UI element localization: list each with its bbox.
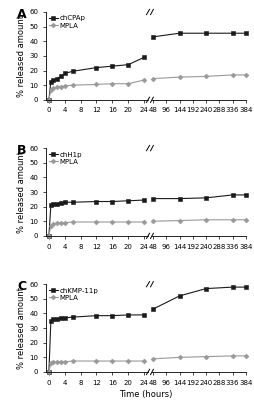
Y-axis label: % released amount: % released amount bbox=[17, 151, 26, 233]
MPLA bbox=[142, 359, 146, 364]
MPLA bbox=[59, 84, 62, 89]
MPLA bbox=[111, 359, 114, 364]
chCPAp bbox=[111, 64, 114, 68]
chKMP-11p bbox=[111, 313, 114, 318]
MPLA bbox=[111, 81, 114, 86]
chKMP-11p bbox=[47, 370, 50, 374]
MPLA bbox=[63, 359, 66, 364]
chH1p bbox=[142, 198, 146, 202]
MPLA bbox=[111, 220, 114, 224]
Y-axis label: % released amount: % released amount bbox=[17, 15, 26, 97]
MPLA bbox=[51, 222, 54, 226]
MPLA bbox=[47, 370, 50, 374]
MPLA bbox=[71, 359, 74, 364]
MPLA bbox=[47, 234, 50, 238]
MPLA bbox=[47, 98, 50, 102]
chKMP-11p bbox=[95, 313, 98, 318]
MPLA bbox=[71, 83, 74, 88]
chH1p bbox=[95, 199, 98, 204]
chCPAp bbox=[49, 79, 52, 84]
MPLA bbox=[142, 220, 146, 224]
MPLA bbox=[49, 223, 52, 228]
chKMP-11p bbox=[142, 312, 146, 317]
Y-axis label: % released amount: % released amount bbox=[17, 287, 26, 369]
Text: C: C bbox=[17, 280, 26, 293]
chKMP-11p bbox=[49, 318, 52, 323]
chKMP-11p bbox=[55, 316, 58, 321]
MPLA bbox=[95, 220, 98, 224]
chKMP-11p bbox=[63, 316, 66, 320]
Legend: chH1p, MPLA: chH1p, MPLA bbox=[49, 152, 82, 165]
MPLA bbox=[51, 86, 54, 90]
MPLA bbox=[51, 360, 54, 365]
MPLA bbox=[71, 220, 74, 224]
MPLA bbox=[49, 87, 52, 92]
chH1p bbox=[71, 200, 74, 205]
chH1p bbox=[47, 234, 50, 238]
Line: MPLA: MPLA bbox=[47, 220, 146, 238]
MPLA bbox=[55, 359, 58, 364]
chH1p bbox=[59, 200, 62, 205]
chH1p bbox=[51, 202, 54, 207]
MPLA bbox=[95, 359, 98, 364]
MPLA bbox=[55, 221, 58, 226]
chCPAp bbox=[55, 76, 58, 81]
chCPAp bbox=[47, 98, 50, 102]
chH1p bbox=[111, 199, 114, 204]
MPLA bbox=[63, 84, 66, 88]
chCPAp bbox=[95, 65, 98, 70]
MPLA bbox=[127, 220, 130, 224]
MPLA bbox=[49, 361, 52, 366]
chH1p bbox=[127, 198, 130, 203]
MPLA bbox=[59, 359, 62, 364]
MPLA bbox=[142, 78, 146, 82]
chKMP-11p bbox=[71, 315, 74, 320]
Legend: chCPAp, MPLA: chCPAp, MPLA bbox=[49, 16, 86, 28]
Line: chKMP-11p: chKMP-11p bbox=[47, 313, 146, 374]
chCPAp bbox=[71, 69, 74, 74]
Line: MPLA: MPLA bbox=[47, 359, 146, 374]
MPLA bbox=[55, 85, 58, 90]
Text: A: A bbox=[17, 8, 27, 21]
Line: MPLA: MPLA bbox=[47, 78, 146, 102]
Line: chCPAp: chCPAp bbox=[47, 56, 146, 102]
chCPAp bbox=[63, 71, 66, 76]
chCPAp bbox=[51, 78, 54, 82]
Legend: chKMP-11p, MPLA: chKMP-11p, MPLA bbox=[49, 288, 98, 301]
chKMP-11p bbox=[59, 316, 62, 320]
MPLA bbox=[63, 220, 66, 225]
Text: B: B bbox=[17, 144, 27, 157]
MPLA bbox=[127, 81, 130, 86]
chH1p bbox=[63, 200, 66, 205]
chKMP-11p bbox=[51, 317, 54, 322]
MPLA bbox=[59, 220, 62, 225]
chH1p bbox=[49, 203, 52, 208]
chKMP-11p bbox=[127, 312, 130, 317]
Line: chH1p: chH1p bbox=[47, 198, 146, 238]
chH1p bbox=[55, 201, 58, 206]
MPLA bbox=[127, 359, 130, 364]
chCPAp bbox=[59, 74, 62, 79]
chCPAp bbox=[142, 55, 146, 60]
Text: Time (hours): Time (hours) bbox=[119, 390, 173, 399]
MPLA bbox=[95, 82, 98, 87]
chCPAp bbox=[127, 62, 130, 67]
